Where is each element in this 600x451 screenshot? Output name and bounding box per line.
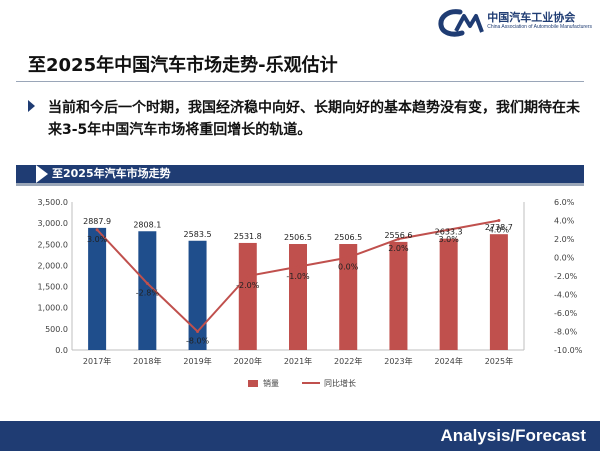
- slide-title: 至2025年中国汽车市场走势-乐观估计: [28, 55, 338, 76]
- growth-point: [447, 228, 451, 232]
- y-right-tick-label: 4.0%: [554, 217, 575, 226]
- y-left-tick-label: 1,000.0: [37, 304, 68, 313]
- sales-bar: [489, 234, 508, 350]
- x-tick-label: 2017年: [83, 356, 111, 366]
- y-left-tick-label: 500.0: [45, 325, 68, 334]
- growth-point: [296, 265, 300, 269]
- bar-value-label: 2808.1: [133, 220, 161, 229]
- x-tick-label: 2021年: [284, 356, 312, 366]
- bar-value-label: 2633.3: [435, 228, 463, 237]
- bullet-text: 当前和今后一个时期，我国经济稳中向好、长期向好的基本趋势没有变，我们期待在未来3…: [48, 100, 580, 138]
- title-divider: [16, 81, 584, 82]
- sales-bar: [289, 244, 307, 350]
- growth-value-label: 2.0%: [388, 244, 409, 253]
- bullet-arrow-icon: [28, 100, 35, 112]
- x-tick-label: 2024年: [434, 356, 462, 366]
- growth-point: [346, 256, 350, 259]
- bar-value-label: 2506.5: [284, 233, 312, 242]
- footer-label: Analysis/Forecast: [440, 426, 586, 445]
- x-tick-label: 2023年: [384, 356, 412, 366]
- y-left-tick-label: 3,500.0: [37, 198, 68, 207]
- y-left-tick-label: 3,000.0: [37, 219, 68, 228]
- y-right-tick-label: -8.0%: [554, 328, 578, 337]
- x-tick-label: 2025年: [485, 356, 513, 366]
- y-left-tick-label: 1,500.0: [37, 283, 68, 292]
- y-right-tick-label: 0.0%: [554, 254, 575, 263]
- sales-bar: [138, 231, 157, 350]
- bar-value-label: 2556.6: [384, 231, 412, 240]
- growth-point: [497, 219, 501, 222]
- org-name-en: China Association of Automobile Manufact…: [487, 24, 592, 30]
- growth-value-label: -1.0%: [286, 272, 310, 281]
- y-left-tick-label: 2,500.0: [37, 240, 68, 249]
- sales-growth-chart: 0.0 500.0 1,000.0 1,500.0 2,000.0 2,500.0 3,00…: [37, 198, 583, 388]
- header-logo: 中国汽车工业协会 China Association of Automobile…: [438, 8, 592, 38]
- x-tick-label: 2019年: [183, 356, 211, 366]
- legend-sales-label: 销量: [263, 378, 279, 388]
- sales-bar: [439, 238, 458, 350]
- bullet-point: 当前和今后一个时期，我国经济稳中向好、长期向好的基本趋势没有变，我们期待在未来3…: [28, 97, 584, 141]
- y-left-tick-label: 2,000.0: [37, 261, 68, 270]
- growth-point: [95, 228, 99, 232]
- growth-point: [396, 237, 400, 241]
- chart-title: 至2025年汽车市场走势: [52, 167, 171, 180]
- bar-value-label: 2583.5: [184, 230, 212, 239]
- growth-value-label: -2.8%: [136, 288, 160, 297]
- growth-point: [145, 281, 149, 285]
- org-name-cn: 中国汽车工业协会: [487, 11, 576, 24]
- sales-bar: [389, 241, 408, 350]
- y-left-tick-label: 0.0: [55, 346, 68, 355]
- x-tick-label: 2020年: [234, 356, 262, 366]
- growth-value-label: -2.0%: [236, 281, 260, 290]
- growth-value-label: 4.0%: [489, 226, 510, 235]
- x-tick-label: 2022年: [334, 356, 362, 366]
- y-right-tick-label: 2.0%: [554, 235, 575, 244]
- y-right-tick-label: -4.0%: [554, 291, 578, 300]
- sales-bar: [188, 240, 207, 350]
- sales-bar: [238, 242, 257, 350]
- footer-bar: Analysis/Forecast: [0, 421, 600, 451]
- legend-growth-label: 同比增长: [324, 378, 356, 388]
- chevron-right-icon: [36, 165, 48, 183]
- growth-value-label: -8.0%: [186, 337, 210, 346]
- x-tick-label: 2018年: [133, 356, 161, 366]
- growth-point: [196, 330, 200, 333]
- growth-value-label: 3.0%: [87, 235, 108, 244]
- y-right-tick-label: -10.0%: [554, 346, 583, 355]
- growth-point: [246, 274, 250, 278]
- bar-value-label: 2887.9: [83, 217, 111, 226]
- y-right-tick-label: 6.0%: [554, 198, 575, 207]
- growth-value-label: 3.0%: [439, 235, 460, 244]
- growth-value-label: 0.0%: [338, 263, 359, 272]
- caam-logo-icon: [438, 9, 485, 37]
- y-right-tick-label: -2.0%: [554, 272, 578, 281]
- sales-bar: [88, 227, 107, 350]
- chart-header: 至2025年汽车市场走势: [16, 165, 584, 187]
- y-right-tick-label: -6.0%: [554, 309, 578, 318]
- sales-bar: [339, 244, 358, 350]
- bar-value-label: 2531.8: [234, 232, 262, 241]
- bar-value-label: 2738.7: [485, 223, 513, 232]
- legend-sales-swatch: [248, 380, 258, 387]
- bar-value-label: 2506.5: [334, 233, 362, 242]
